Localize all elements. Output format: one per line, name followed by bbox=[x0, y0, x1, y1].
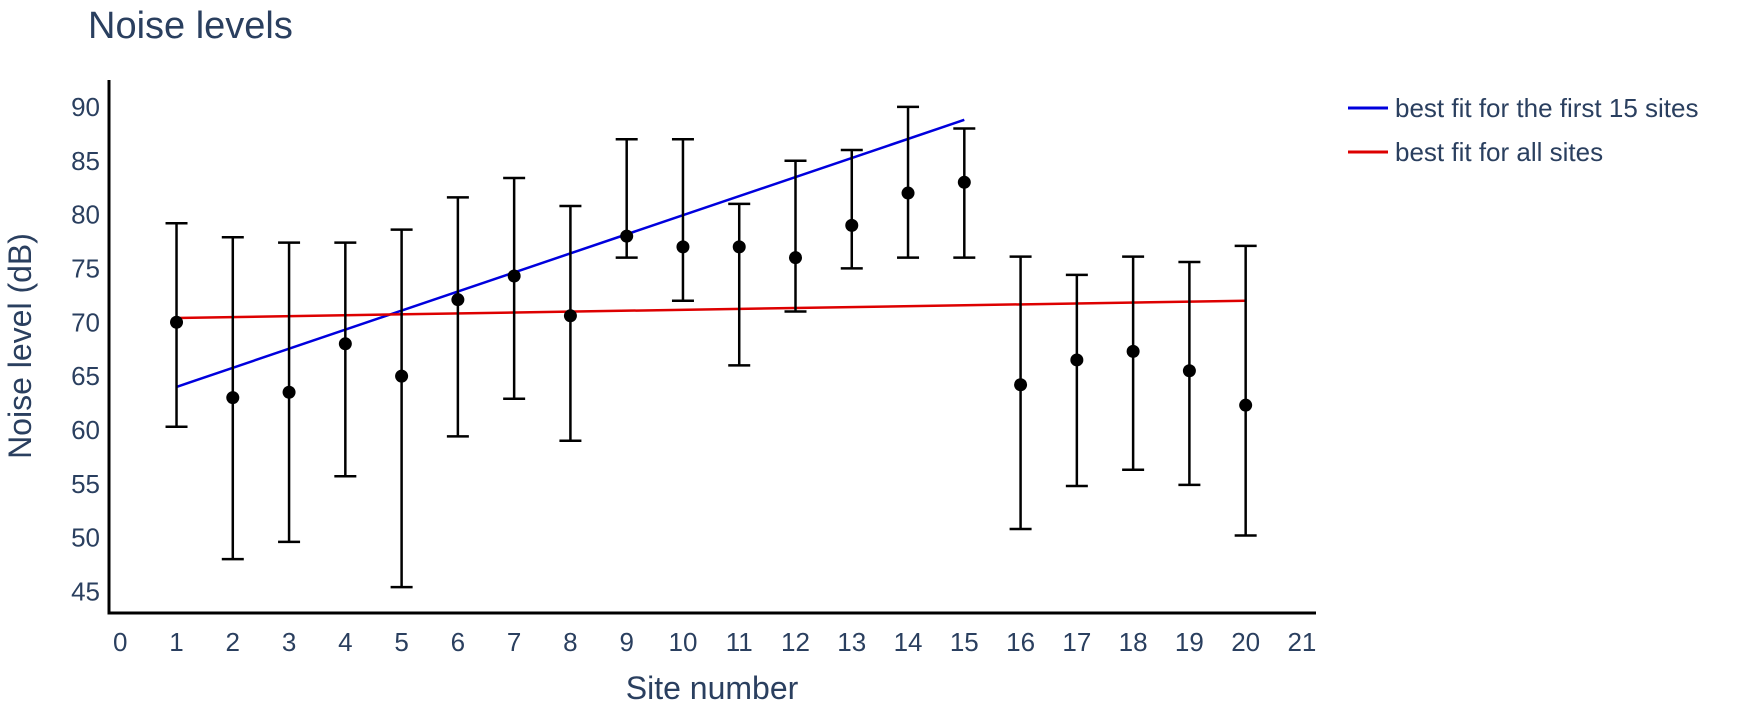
error-bar bbox=[840, 148, 863, 270]
fit-line-all-sites bbox=[176, 299, 1246, 320]
x-tick-label: 5 bbox=[394, 627, 408, 657]
x-tick-label: 11 bbox=[726, 627, 753, 657]
x-tick-label: 17 bbox=[1062, 627, 1091, 657]
data-point[interactable] bbox=[226, 391, 240, 405]
data-point[interactable] bbox=[788, 251, 802, 265]
x-tick-label: 21 bbox=[1287, 627, 1316, 657]
x-tick-label: 1 bbox=[169, 627, 183, 657]
legend-item-first-15[interactable]: best fit for the first 15 sites bbox=[1348, 93, 1698, 123]
fit-lines bbox=[176, 118, 1246, 389]
x-tick-label: 10 bbox=[668, 627, 697, 657]
error-bar bbox=[334, 241, 357, 478]
chart-title: Noise levels bbox=[88, 5, 293, 47]
x-tick-label: 12 bbox=[781, 627, 810, 657]
x-tick-label: 6 bbox=[451, 627, 465, 657]
data-point[interactable] bbox=[1070, 353, 1084, 367]
y-tick-label: 75 bbox=[71, 253, 100, 283]
error-bar bbox=[390, 228, 413, 589]
x-tick-label: 20 bbox=[1231, 627, 1260, 657]
x-tick-label: 14 bbox=[894, 627, 923, 657]
y-tick-label: 55 bbox=[71, 469, 100, 499]
error-bar bbox=[559, 204, 582, 442]
y-axis-title: Noise level (dB) bbox=[2, 233, 38, 459]
x-tick-labels: 0 1 2 3 4 5 6 7 8 9 10 11 12 13 14 15 16 17 18 19 20 21 bbox=[113, 627, 1316, 657]
error-bars bbox=[165, 105, 1257, 589]
data-point[interactable] bbox=[338, 337, 352, 351]
data-point[interactable] bbox=[282, 385, 296, 399]
y-tick-label: 70 bbox=[71, 307, 100, 337]
x-tick-label: 2 bbox=[226, 627, 240, 657]
x-tick-label: 16 bbox=[1006, 627, 1035, 657]
data-point[interactable] bbox=[1014, 378, 1028, 392]
y-tick-label: 45 bbox=[71, 576, 100, 606]
data-points bbox=[170, 175, 1253, 412]
error-bar bbox=[953, 127, 976, 259]
error-bar bbox=[897, 105, 920, 259]
data-point[interactable] bbox=[507, 269, 521, 283]
error-bar bbox=[503, 176, 526, 400]
data-point[interactable] bbox=[957, 175, 971, 189]
data-point[interactable] bbox=[1239, 398, 1253, 412]
data-point[interactable] bbox=[451, 293, 465, 307]
x-tick-label: 13 bbox=[837, 627, 866, 657]
x-tick-label: 7 bbox=[507, 627, 521, 657]
error-bar bbox=[671, 137, 694, 302]
x-tick-label: 19 bbox=[1175, 627, 1204, 657]
data-point[interactable] bbox=[845, 218, 859, 232]
data-point[interactable] bbox=[620, 229, 634, 243]
data-point[interactable] bbox=[901, 186, 915, 200]
legend-label: best fit for all sites bbox=[1395, 137, 1603, 167]
data-point[interactable] bbox=[563, 309, 577, 323]
legend-item-all-sites[interactable]: best fit for all sites bbox=[1348, 137, 1603, 167]
y-tick-labels: 45 50 55 60 65 70 75 80 85 90 bbox=[71, 92, 100, 607]
x-tick-label: 8 bbox=[563, 627, 577, 657]
error-bar bbox=[1122, 255, 1145, 472]
data-point[interactable] bbox=[395, 369, 409, 383]
data-point[interactable] bbox=[1182, 364, 1196, 378]
x-tick-label: 18 bbox=[1119, 627, 1148, 657]
error-bar bbox=[784, 159, 807, 313]
data-point[interactable] bbox=[732, 240, 746, 254]
x-tick-label: 3 bbox=[282, 627, 296, 657]
data-point[interactable] bbox=[676, 240, 690, 254]
axes bbox=[107, 80, 1316, 615]
error-bar bbox=[1234, 244, 1257, 537]
error-bar bbox=[728, 202, 751, 367]
error-bar bbox=[446, 196, 469, 438]
y-tick-label: 60 bbox=[71, 415, 100, 445]
x-tick-label: 15 bbox=[950, 627, 979, 657]
data-point[interactable] bbox=[170, 315, 184, 329]
legend-label: best fit for the first 15 sites bbox=[1395, 93, 1698, 123]
data-point[interactable] bbox=[1126, 344, 1140, 358]
error-bar bbox=[1065, 273, 1088, 488]
x-axis-title: Site number bbox=[626, 670, 799, 706]
y-tick-label: 65 bbox=[71, 361, 100, 391]
y-tick-label: 50 bbox=[71, 523, 100, 553]
legend[interactable]: best fit for the first 15 sites best fit … bbox=[1348, 93, 1698, 167]
y-tick-label: 85 bbox=[71, 146, 100, 176]
x-tick-label: 9 bbox=[619, 627, 633, 657]
x-tick-label: 4 bbox=[338, 627, 352, 657]
y-tick-label: 90 bbox=[71, 92, 100, 122]
x-tick-label: 0 bbox=[113, 627, 127, 657]
y-tick-label: 80 bbox=[71, 200, 100, 230]
error-bar bbox=[1009, 255, 1032, 531]
